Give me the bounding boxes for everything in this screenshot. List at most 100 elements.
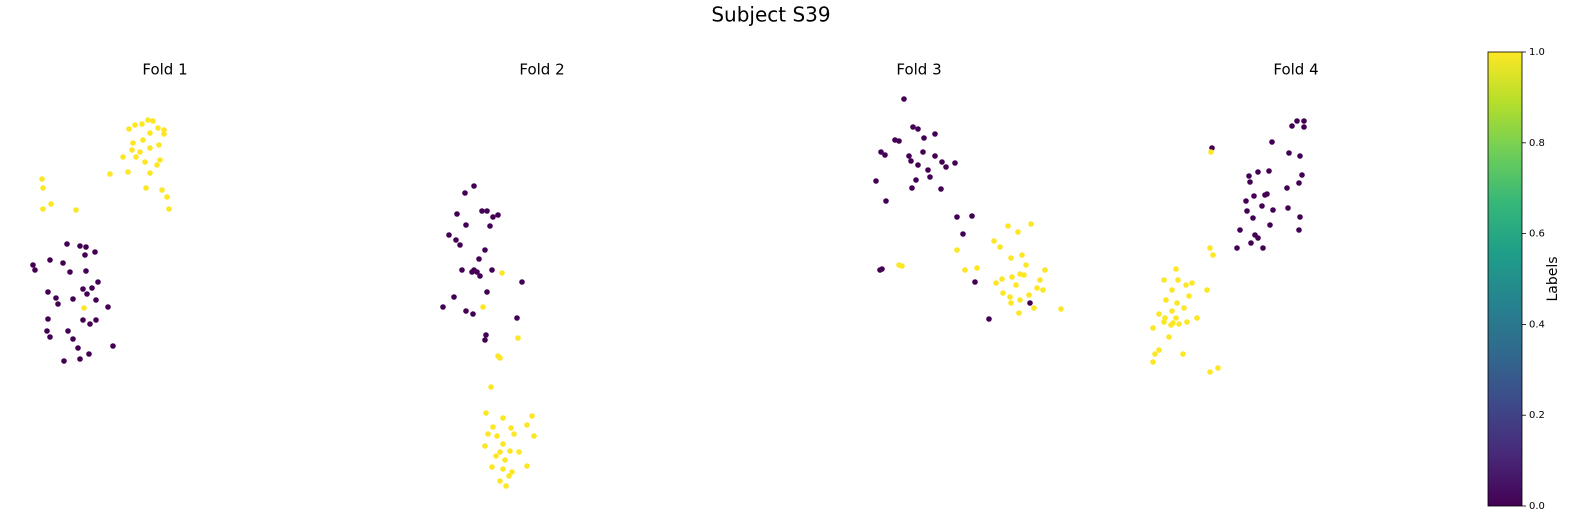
subplot: Fold 2 bbox=[440, 61, 565, 489]
scatter-point bbox=[105, 304, 111, 310]
scatter-point bbox=[86, 351, 92, 357]
scatter-point bbox=[972, 279, 978, 285]
scatter-point bbox=[147, 130, 153, 136]
scatter-point bbox=[161, 127, 167, 133]
scatter-point bbox=[1183, 282, 1189, 288]
scatter-point bbox=[969, 213, 975, 219]
scatter-point bbox=[1015, 229, 1021, 235]
scatter-point bbox=[901, 96, 907, 102]
scatter-point bbox=[463, 308, 469, 314]
scatter-point bbox=[1168, 322, 1174, 328]
scatter-point bbox=[921, 135, 927, 141]
scatter-point bbox=[164, 194, 170, 200]
scatter-point bbox=[524, 463, 530, 469]
scatter-point bbox=[997, 244, 1003, 250]
scatter-point bbox=[913, 177, 919, 183]
scatter-point bbox=[954, 247, 960, 253]
scatter-point bbox=[1013, 282, 1019, 288]
scatter-point bbox=[1296, 227, 1302, 233]
scatter-point bbox=[1248, 240, 1254, 246]
scatter-point bbox=[1247, 179, 1253, 185]
scatter-point bbox=[515, 335, 521, 341]
scatter-point bbox=[1173, 266, 1179, 272]
scatter-point bbox=[883, 198, 889, 204]
scatter-point bbox=[93, 297, 99, 303]
scatter-point bbox=[77, 243, 83, 249]
subplot: Fold 1 bbox=[30, 61, 188, 364]
scatter-point bbox=[482, 443, 488, 449]
scatter-point bbox=[470, 311, 476, 317]
subplot-title: Fold 1 bbox=[142, 61, 187, 79]
scatter-point bbox=[147, 145, 153, 151]
scatter-point bbox=[1169, 287, 1175, 293]
scatter-point bbox=[454, 211, 460, 217]
scatter-point bbox=[932, 131, 938, 137]
scatter-point bbox=[873, 178, 879, 184]
scatter-point bbox=[1184, 319, 1190, 325]
scatter-point bbox=[1023, 262, 1029, 268]
scatter-point bbox=[1152, 351, 1158, 357]
scatter-point bbox=[482, 247, 488, 253]
scatter-point bbox=[1243, 198, 1249, 204]
scatter-point bbox=[1260, 245, 1266, 251]
scatter-point bbox=[132, 122, 138, 128]
scatter-point bbox=[89, 285, 95, 291]
scatter-point bbox=[960, 231, 966, 237]
scatter-point bbox=[474, 269, 480, 275]
colorbar-tick-label: 0.8 bbox=[1529, 138, 1545, 149]
scatter-point bbox=[509, 469, 515, 475]
scatter-point bbox=[524, 422, 530, 428]
scatter-point bbox=[1156, 311, 1162, 317]
scatter-point bbox=[1016, 310, 1022, 316]
scatter-point bbox=[1176, 321, 1182, 327]
scatter-point bbox=[909, 185, 915, 191]
scatter-point bbox=[1255, 235, 1261, 241]
scatter-point bbox=[999, 276, 1005, 282]
scatter-point bbox=[1034, 285, 1040, 291]
scatter-point bbox=[490, 214, 496, 220]
scatter-point bbox=[493, 453, 499, 459]
scatter-point bbox=[150, 118, 156, 124]
scatter-point bbox=[483, 410, 489, 416]
scatter-point bbox=[44, 328, 50, 334]
scatter-point bbox=[938, 186, 944, 192]
scatter-point bbox=[910, 124, 916, 130]
scatter-point bbox=[508, 425, 514, 431]
scatter-point bbox=[477, 273, 483, 279]
colorbar-label: Labels bbox=[1545, 256, 1561, 301]
scatter-point bbox=[142, 159, 148, 165]
scatter-point bbox=[488, 384, 494, 390]
scatter-point bbox=[92, 249, 98, 255]
scatter-point bbox=[511, 431, 517, 437]
scatter-point bbox=[1259, 203, 1265, 209]
scatter-point bbox=[1169, 308, 1175, 314]
scatter-point bbox=[1207, 245, 1213, 251]
scatter-point bbox=[899, 263, 905, 269]
subplot: Fold 4 bbox=[1150, 61, 1319, 375]
scatter-point bbox=[1234, 245, 1240, 251]
scatter-point bbox=[139, 121, 145, 127]
scatter-point bbox=[1237, 227, 1243, 233]
scatter-point bbox=[490, 424, 496, 430]
scatter-point bbox=[166, 206, 172, 212]
scatter-point bbox=[81, 305, 87, 311]
subplot: Fold 3 bbox=[873, 61, 1064, 322]
colorbar-tick-label: 0.6 bbox=[1529, 229, 1545, 240]
scatter-point bbox=[906, 153, 912, 159]
scatter-point bbox=[1161, 277, 1167, 283]
scatter-point bbox=[1166, 334, 1172, 340]
scatter-point bbox=[1040, 287, 1046, 293]
scatter-point bbox=[480, 304, 486, 310]
scatter-point bbox=[459, 267, 465, 273]
subplot-title: Fold 2 bbox=[519, 61, 564, 79]
scatter-point bbox=[986, 316, 992, 322]
scatter-point bbox=[83, 268, 89, 274]
scatter-point bbox=[1297, 153, 1303, 159]
scatter-point bbox=[143, 185, 149, 191]
scatter-point bbox=[1005, 223, 1011, 229]
colorbar-tick-label: 0.0 bbox=[1529, 501, 1545, 512]
colorbar-tick-label: 1.0 bbox=[1529, 47, 1545, 58]
scatter-point bbox=[1286, 150, 1292, 156]
scatter-point bbox=[1266, 168, 1272, 174]
scatter-point bbox=[1021, 272, 1027, 278]
